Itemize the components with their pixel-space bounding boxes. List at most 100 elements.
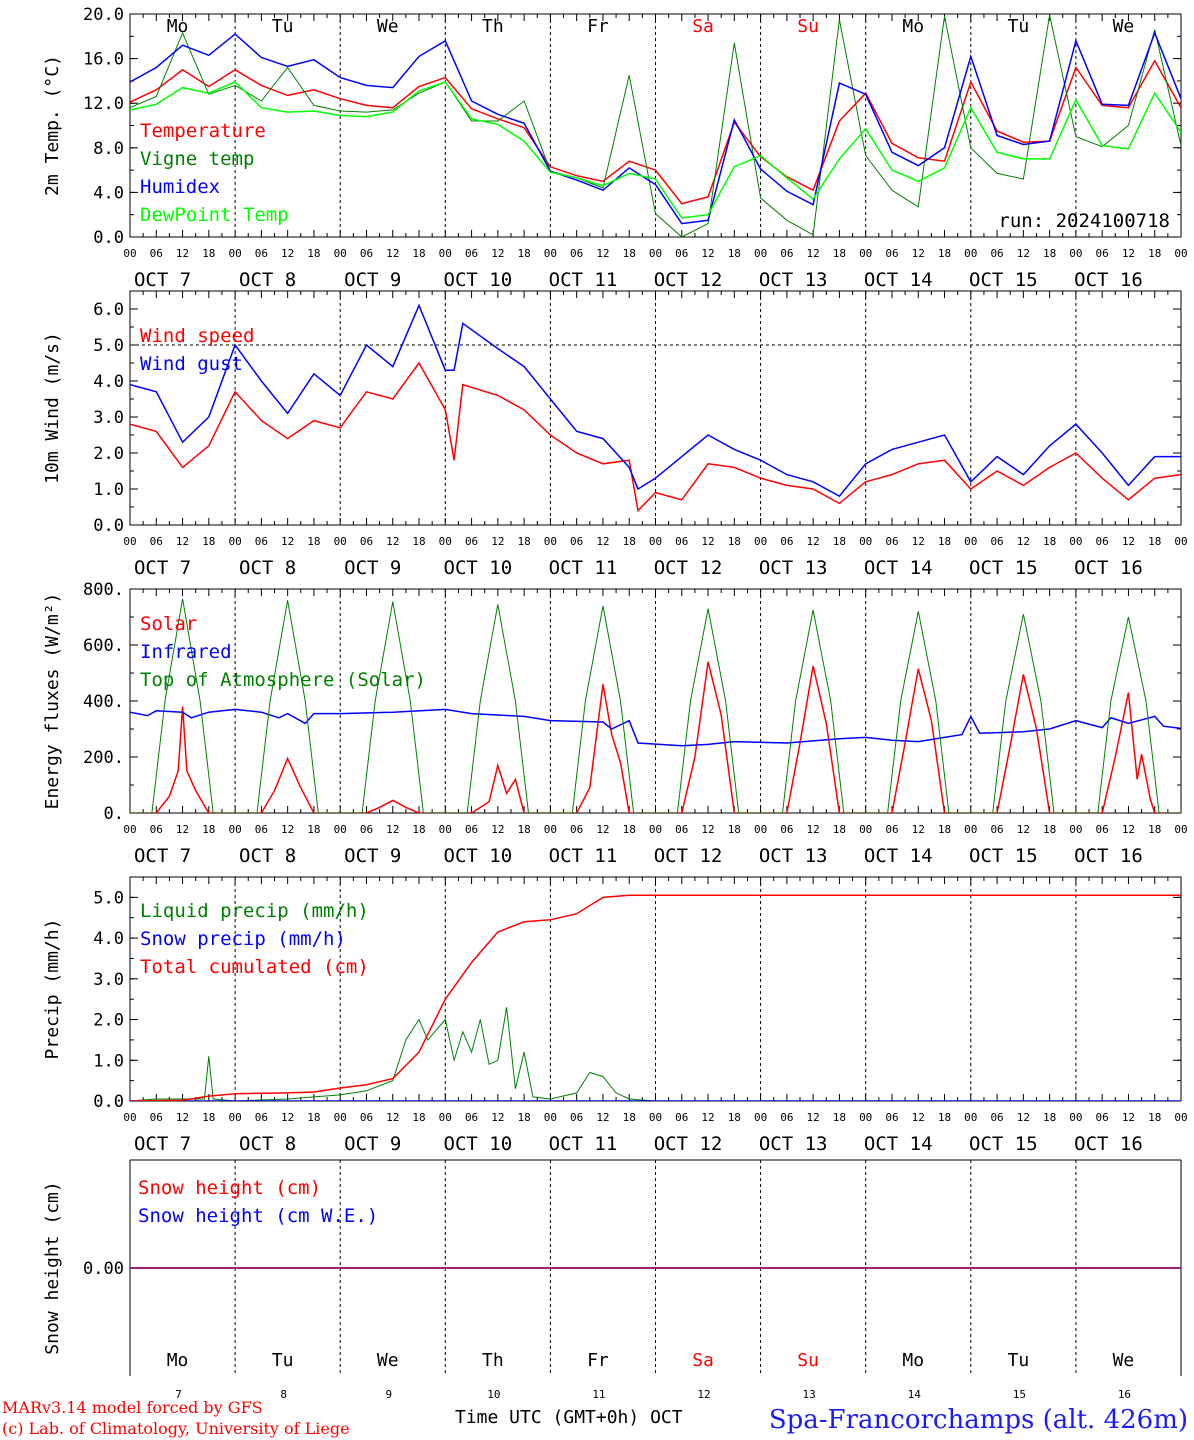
hour-tick-label: 18 bbox=[1043, 247, 1056, 260]
legend-entry: Vigne temp bbox=[140, 148, 254, 170]
hour-tick-label: 18 bbox=[412, 1111, 425, 1124]
date-label: OCT 10 bbox=[444, 1133, 513, 1155]
hour-tick-label: 00 bbox=[1069, 823, 1082, 836]
hour-tick-label: 06 bbox=[990, 823, 1003, 836]
date-label: OCT 9 bbox=[344, 1133, 401, 1155]
hour-tick-label: 00 bbox=[439, 247, 452, 260]
hour-tick-label: 06 bbox=[885, 823, 898, 836]
hour-tick-label: 18 bbox=[833, 1111, 846, 1124]
hour-tick-label: 18 bbox=[728, 247, 741, 260]
date-label: OCT 13 bbox=[759, 269, 828, 291]
hour-tick-label: 06 bbox=[465, 1111, 478, 1124]
day-number: 8 bbox=[280, 1388, 287, 1401]
series-line bbox=[130, 708, 1181, 747]
y-axis-title: Energy fluxes (W/m²) bbox=[42, 593, 63, 810]
hour-tick-label: 00 bbox=[754, 247, 767, 260]
y-tick-label: 5.0 bbox=[93, 336, 124, 356]
hour-tick-label: 18 bbox=[938, 247, 951, 260]
weekday-label: Th bbox=[482, 1350, 504, 1371]
legend-entry: Snow precip (mm/h) bbox=[140, 928, 346, 950]
hour-tick-label: 18 bbox=[518, 1111, 531, 1124]
hour-tick-label: 00 bbox=[649, 1111, 662, 1124]
hour-tick-label: 12 bbox=[807, 247, 820, 260]
hour-tick-label: 12 bbox=[491, 535, 504, 548]
date-label: OCT 13 bbox=[759, 1133, 828, 1155]
y-tick-label: 800. bbox=[83, 580, 124, 600]
series-line bbox=[130, 598, 1181, 813]
date-label: OCT 8 bbox=[239, 845, 296, 867]
hour-tick-label: 00 bbox=[754, 535, 767, 548]
legend-entry: Wind speed bbox=[140, 325, 254, 347]
date-label: OCT 7 bbox=[134, 557, 191, 579]
hour-tick-label: 18 bbox=[202, 247, 215, 260]
series-line bbox=[130, 59, 1181, 205]
hour-tick-label: 12 bbox=[491, 247, 504, 260]
hour-tick-label: 06 bbox=[780, 535, 793, 548]
y-tick-label: 1.0 bbox=[93, 480, 124, 500]
hour-tick-label: 12 bbox=[1017, 1111, 1030, 1124]
legend-entry: Solar bbox=[140, 613, 197, 635]
weekday-label: We bbox=[1113, 16, 1135, 37]
hour-tick-label: 00 bbox=[964, 535, 977, 548]
y-tick-label: 5.0 bbox=[93, 888, 124, 908]
panel-precip: 0.0 1.0 2.0 3.0 4.0 5.0 Precip (mm/h) Liquid pr… bbox=[42, 876, 1188, 1155]
day-number: 16 bbox=[1118, 1388, 1131, 1401]
hour-tick-label: 18 bbox=[412, 247, 425, 260]
hour-tick-label: 18 bbox=[307, 823, 320, 836]
legend-entry: Temperature bbox=[140, 120, 266, 142]
hour-tick-label: 00 bbox=[334, 1111, 347, 1124]
hour-tick-label: 06 bbox=[1096, 247, 1109, 260]
series-line bbox=[130, 30, 1181, 225]
y-tick-label: 600. bbox=[83, 636, 124, 656]
hour-tick-label: 18 bbox=[1148, 247, 1161, 260]
hour-tick-label: 18 bbox=[938, 823, 951, 836]
y-tick-label: 0.0 bbox=[93, 516, 124, 536]
hour-tick-label: 12 bbox=[912, 823, 925, 836]
hour-tick-label: 18 bbox=[623, 1111, 636, 1124]
weekday-label: We bbox=[377, 1350, 399, 1371]
date-label: OCT 15 bbox=[969, 269, 1038, 291]
hour-tick-label: 18 bbox=[728, 1111, 741, 1124]
hour-tick-label: 00 bbox=[439, 823, 452, 836]
date-label: OCT 12 bbox=[654, 1133, 723, 1155]
hour-tick-label: 06 bbox=[570, 247, 583, 260]
hour-tick-label: 18 bbox=[623, 823, 636, 836]
hour-tick-label: 06 bbox=[150, 823, 163, 836]
hour-tick-label: 06 bbox=[780, 1111, 793, 1124]
hour-tick-label: 06 bbox=[255, 1111, 268, 1124]
hour-tick-label: 06 bbox=[885, 535, 898, 548]
hour-tick-label: 06 bbox=[465, 823, 478, 836]
date-label: OCT 15 bbox=[969, 845, 1038, 867]
date-label: OCT 16 bbox=[1074, 1133, 1143, 1155]
day-number: 14 bbox=[908, 1388, 922, 1401]
y-tick-label: 16.0 bbox=[83, 50, 124, 70]
hour-tick-label: 00 bbox=[439, 535, 452, 548]
hour-tick-label: 18 bbox=[623, 535, 636, 548]
hour-tick-label: 12 bbox=[912, 247, 925, 260]
y-tick-label: 8.0 bbox=[93, 139, 124, 159]
day-number: 15 bbox=[1013, 1388, 1026, 1401]
hour-tick-label: 12 bbox=[701, 1111, 714, 1124]
hour-tick-label: 06 bbox=[570, 1111, 583, 1124]
hour-tick-label: 06 bbox=[360, 1111, 373, 1124]
date-label: OCT 16 bbox=[1074, 269, 1143, 291]
hour-tick-label: 18 bbox=[1043, 823, 1056, 836]
hour-tick-label: 18 bbox=[202, 1111, 215, 1124]
date-label: OCT 7 bbox=[134, 845, 191, 867]
hour-tick-label: 18 bbox=[412, 823, 425, 836]
y-tick-label: 400. bbox=[83, 692, 124, 712]
hour-tick-label: 18 bbox=[728, 535, 741, 548]
hour-tick-label: 00 bbox=[1174, 247, 1187, 260]
hour-tick-label: 12 bbox=[701, 823, 714, 836]
hour-tick-label: 00 bbox=[334, 823, 347, 836]
hour-tick-label: 00 bbox=[439, 1111, 452, 1124]
hour-tick-label: 12 bbox=[912, 535, 925, 548]
hour-tick-label: 00 bbox=[334, 535, 347, 548]
date-label: OCT 10 bbox=[444, 845, 513, 867]
series-line bbox=[130, 1007, 1181, 1101]
hour-tick-label: 06 bbox=[465, 247, 478, 260]
hour-tick-label: 18 bbox=[412, 535, 425, 548]
date-label: OCT 12 bbox=[654, 269, 723, 291]
hour-tick-label: 12 bbox=[491, 823, 504, 836]
